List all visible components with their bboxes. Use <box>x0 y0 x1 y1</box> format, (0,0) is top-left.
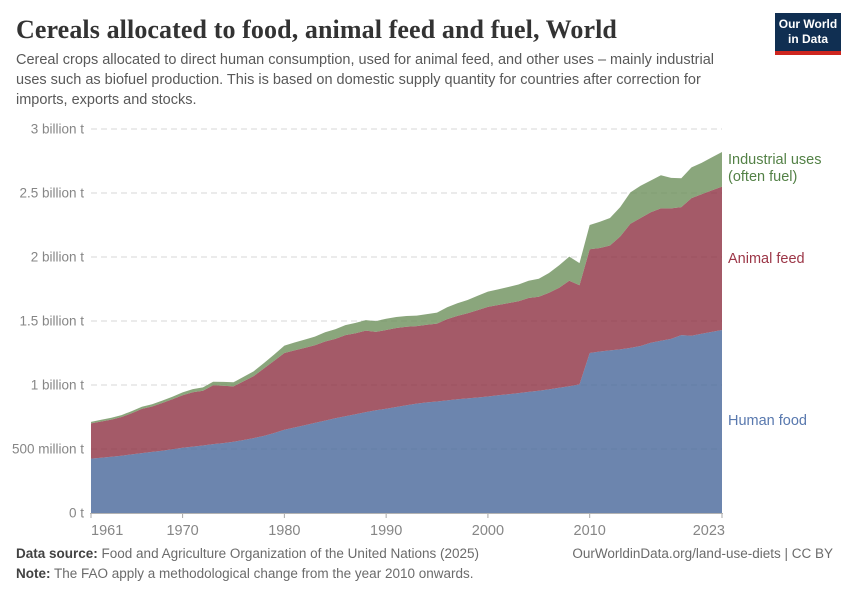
chart-subtitle: Cereal crops allocated to direct human c… <box>16 52 714 108</box>
legend-label-animal-feed: Animal feed <box>728 251 805 268</box>
note-label: Note: <box>16 566 51 581</box>
data-source-label: Data source: <box>16 546 98 561</box>
legend-label-line: Animal feed <box>728 251 805 267</box>
owid-logo-line1: Our World <box>778 17 838 31</box>
y-tick-label-1000: 1 billion t <box>31 378 85 393</box>
x-tick-label-1990: 1990 <box>370 523 402 539</box>
area-industrial-uses-often-fuel <box>91 152 722 424</box>
x-tick-label-2010: 2010 <box>574 523 606 539</box>
y-tick-label-0: 0 t <box>69 506 84 521</box>
note-text: The FAO apply a methodological change fr… <box>50 566 474 581</box>
chart-footer: Data source: Food and Agriculture Organi… <box>16 544 833 584</box>
area-human-food <box>91 330 722 513</box>
legend-label-line: Human food <box>728 413 807 429</box>
y-tick-label-2500: 2.5 billion t <box>19 186 84 201</box>
x-tick-label-1970: 1970 <box>166 523 198 539</box>
legend-label-industrial-uses-often-fuel: Industrial uses (often fuel) <box>728 152 822 186</box>
data-source-line: Data source: Food and Agriculture Organi… <box>16 544 833 564</box>
area-animal-feed <box>91 186 722 459</box>
data-source-text: Food and Agriculture Organization of the… <box>97 546 480 561</box>
legend-label-line: Industrial uses <box>728 152 822 168</box>
x-tick-label-1961: 1961 <box>91 523 123 539</box>
note-line: Note: The FAO apply a methodological cha… <box>16 564 833 584</box>
page-title: Cereals allocated to food, animal feed a… <box>16 15 617 44</box>
x-tick-label-2000: 2000 <box>472 523 504 539</box>
owid-logo: Our World in Data <box>775 13 841 55</box>
legend-label-line: (often fuel) <box>728 169 798 185</box>
y-tick-label-1500: 1.5 billion t <box>19 314 84 329</box>
y-tick-label-500: 500 million t <box>12 442 84 457</box>
y-tick-label-3000: 3 billion t <box>31 122 85 137</box>
y-tick-label-2000: 2 billion t <box>31 250 85 265</box>
owid-logo-line2: in Data <box>787 32 828 46</box>
credit-link: OurWorldinData.org/land-use-diets | CC B… <box>572 546 833 561</box>
x-tick-label-1980: 1980 <box>268 523 300 539</box>
legend-label-human-food: Human food <box>728 413 807 430</box>
x-tick-label-2023: 2023 <box>693 523 725 539</box>
